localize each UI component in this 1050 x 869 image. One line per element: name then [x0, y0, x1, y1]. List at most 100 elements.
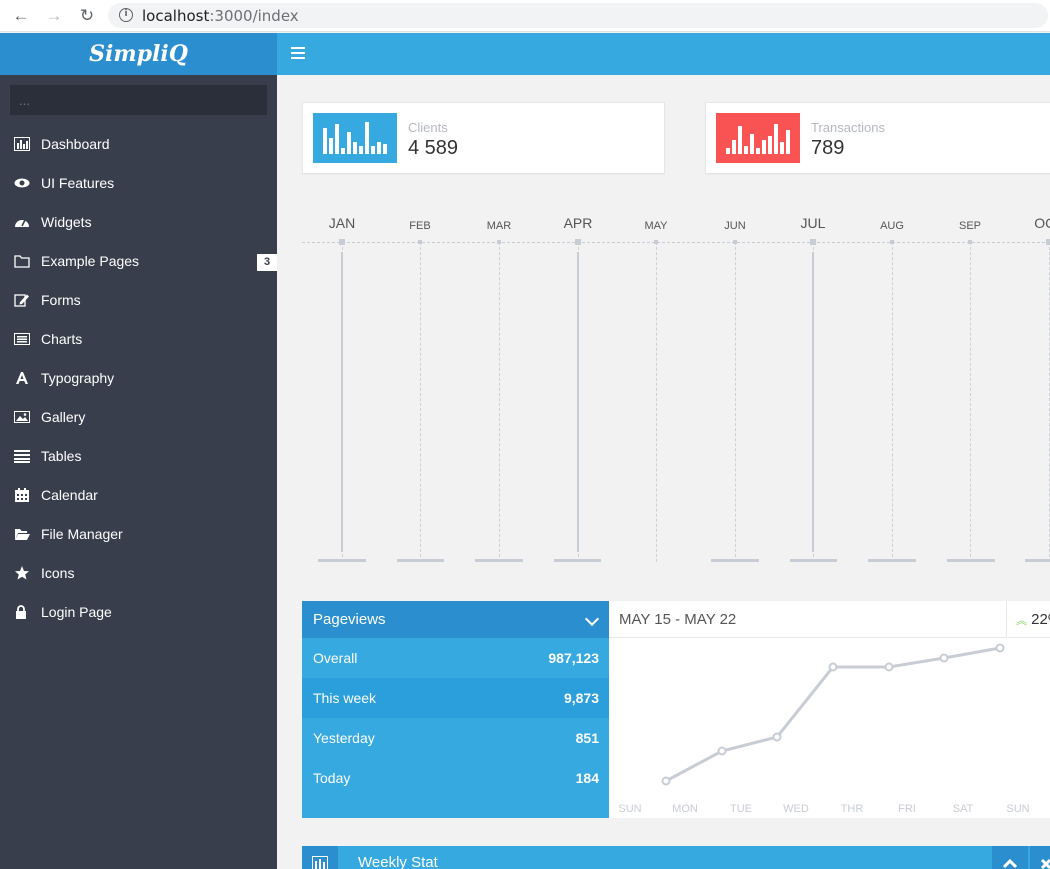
brand-logo[interactable]: SimpliQ [0, 33, 277, 75]
month-baseline [397, 559, 444, 562]
month-baseline [1025, 559, 1050, 562]
pageviews-row-value: 184 [575, 770, 599, 786]
folder-open-icon [14, 517, 32, 540]
top-navbar [277, 33, 1050, 75]
sidebar-item-label: Example Pages [41, 253, 140, 269]
pageviews-row: Today 184 [302, 758, 609, 798]
pageviews-row: Yesterday 851 [302, 718, 609, 758]
pageviews-panel: Pageviews Overall 987,123 This week 9,873 … [302, 601, 609, 818]
pageviews-header[interactable]: Pageviews [302, 601, 609, 638]
forward-arrow-icon[interactable]: → [45, 6, 63, 25]
sidebar-item-typography[interactable]: Typography [0, 359, 277, 398]
collapse-button[interactable] [992, 846, 1028, 869]
mini-bar-chart-icon [313, 113, 397, 163]
font-icon [14, 361, 32, 384]
pageviews-row: Overall 987,123 [302, 638, 609, 678]
edit-icon [14, 283, 32, 307]
sidebar-item-forms[interactable]: Forms [0, 281, 277, 320]
month-gridline [735, 242, 736, 562]
sidebar-menu: Dashboard UI Features Widgets Example Pa… [0, 125, 277, 632]
data-point [884, 662, 894, 672]
chart-top-line [302, 242, 1050, 243]
sidebar-item-gallery[interactable]: Gallery [0, 398, 277, 437]
weekly-line-chart-panel: MAY 15 - MAY 22 ︽ 22% SUN MON TUE WED THR FRI… [609, 601, 1050, 818]
month-marker [733, 240, 737, 244]
back-arrow-icon[interactable]: ← [12, 6, 30, 25]
month-marker [968, 240, 972, 244]
clients-label: Clients [408, 120, 448, 135]
data-point [995, 643, 1005, 653]
month-marker [575, 239, 581, 245]
folder-icon [14, 244, 32, 268]
sidebar-item-label: Dashboard [41, 136, 110, 152]
month-label: MAY [644, 220, 668, 232]
eye-icon [14, 166, 32, 188]
sidebar-item-login-page[interactable]: Login Page [0, 593, 277, 632]
month-marker [418, 240, 422, 244]
weekly-stat-header: Weekly Stat [302, 846, 1050, 869]
star-icon [14, 556, 32, 580]
sidebar-item-label: Typography [41, 370, 115, 386]
clients-stat-card: Clients 4 589 [302, 102, 665, 174]
clients-value: 4 589 [408, 137, 459, 159]
month-gridline [499, 242, 500, 562]
pageviews-title: Pageviews [313, 611, 386, 628]
month-label: AUG [880, 220, 904, 232]
lock-icon [14, 595, 32, 619]
day-tick-label: SUN [618, 803, 641, 815]
sidebar-item-calendar[interactable]: Calendar [0, 476, 277, 515]
sidebar-item-label: Widgets [41, 214, 92, 230]
month-label: SEP [958, 220, 981, 232]
month-marker [654, 240, 658, 244]
sidebar-item-dashboard[interactable]: Dashboard [0, 125, 277, 164]
notification-badge: 3 [257, 254, 277, 271]
sidebar-item-file-manager[interactable]: File Manager [0, 515, 277, 554]
sidebar-item-ui-features[interactable]: UI Features [0, 164, 277, 203]
sidebar-item-example-pages[interactable]: Example Pages 3 [0, 242, 277, 281]
sidebar-item-tables[interactable]: Tables [0, 437, 277, 476]
browser-toolbar: ← → ↻ i localhost:3000/index [0, 0, 1050, 32]
transactions-value: 789 [811, 137, 845, 159]
sidebar: Dashboard UI Features Widgets Example Pa… [0, 75, 277, 869]
list-alt-icon [14, 322, 32, 345]
pageviews-row-label: Yesterday [313, 730, 375, 746]
sidebar-item-charts[interactable]: Charts [0, 320, 277, 359]
month-marker [339, 239, 345, 245]
month-gridline [420, 242, 421, 562]
double-chevron-up-icon: ︽ [1016, 615, 1027, 627]
day-tick-label: WED [783, 803, 809, 815]
pageviews-row-label: Overall [313, 650, 358, 666]
data-point [828, 662, 838, 672]
reload-icon[interactable]: ↻ [79, 6, 95, 25]
month-gridline [970, 242, 971, 562]
url-text: localhost:3000/index [142, 7, 299, 25]
month-label: JUN [724, 220, 746, 232]
pageviews-row-value: 987,123 [548, 650, 599, 666]
sidebar-item-label: Charts [41, 331, 83, 347]
month-gridline [892, 242, 893, 562]
data-point [939, 653, 949, 663]
month-label: OCT [1034, 215, 1050, 231]
picture-icon [14, 400, 32, 423]
close-button[interactable] [1030, 846, 1050, 869]
chevron-down-icon[interactable] [584, 611, 600, 627]
sidebar-item-icons[interactable]: Icons [0, 554, 277, 593]
sidebar-item-label: Forms [41, 292, 81, 308]
month-baseline [868, 559, 916, 562]
data-point [772, 732, 782, 742]
weekly-line-chart: SUN MON TUE WED THR FRI SAT SUN [618, 643, 1030, 815]
transactions-stat-card: Transactions 789 [705, 102, 1050, 174]
month-gridline [656, 242, 657, 562]
month-label: JUL [800, 215, 826, 231]
address-bar[interactable]: i localhost:3000/index [108, 3, 1048, 28]
info-icon[interactable]: i [119, 8, 133, 22]
hamburger-menu-icon[interactable] [291, 47, 305, 59]
sidebar-item-widgets[interactable]: Widgets [0, 203, 277, 242]
data-point [661, 776, 671, 786]
month-marker [890, 240, 894, 244]
month-baseline [711, 559, 759, 562]
monthly-bar-chart: JAN FEB MAR APR MAY JUN JUL AUG SEP OCT [302, 200, 1050, 570]
sidebar-item-label: Tables [41, 448, 82, 464]
sidebar-search-input[interactable] [10, 85, 267, 115]
pageviews-row-value: 9,873 [563, 690, 599, 706]
